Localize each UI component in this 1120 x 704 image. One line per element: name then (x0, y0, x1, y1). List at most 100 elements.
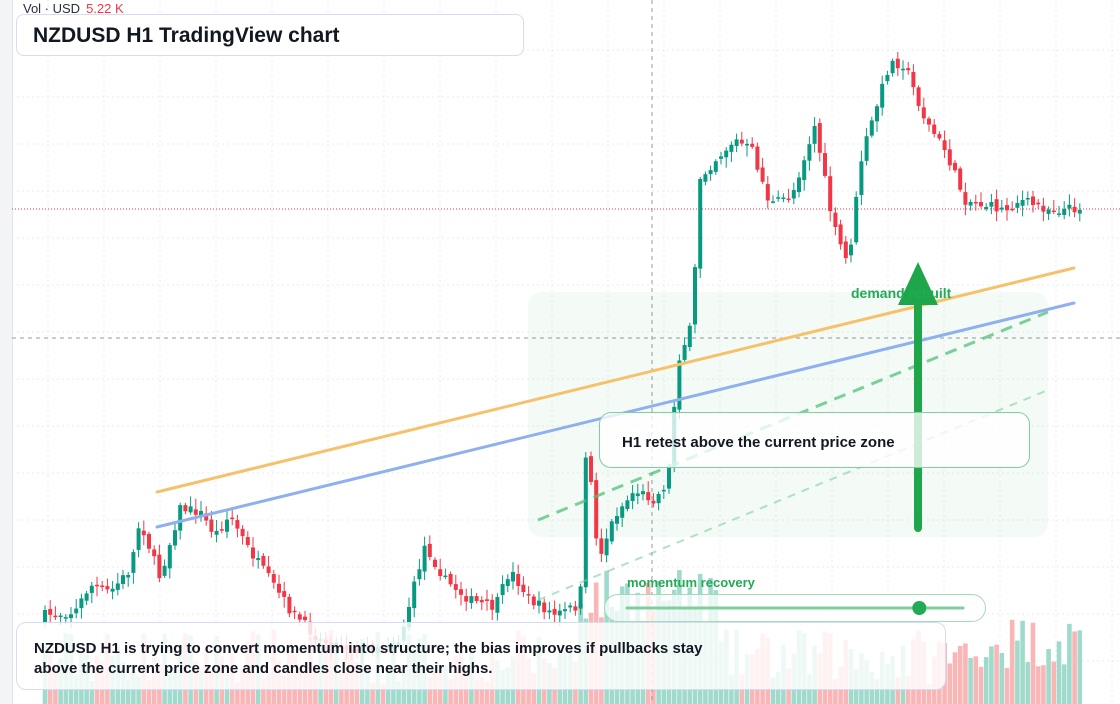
summary-card: NZDUSD H1 is trying to convert momentum … (16, 622, 946, 690)
candle-body (677, 360, 682, 410)
volume-bar (895, 677, 901, 704)
candle-body (469, 596, 474, 603)
candle-body (1062, 208, 1067, 215)
candle-body (79, 598, 84, 609)
volume-bar (484, 681, 490, 704)
candle-body (495, 597, 500, 613)
candle-body (817, 123, 822, 153)
candle-body (698, 179, 703, 269)
momentum-slider[interactable] (604, 594, 986, 622)
candle-body (157, 554, 162, 579)
candle-body (734, 139, 739, 146)
candle-body (100, 585, 105, 588)
candle-body (1020, 200, 1025, 206)
candle-body (895, 58, 900, 69)
candle-body (890, 60, 895, 74)
candle-body (48, 608, 53, 615)
momentum-slider-graphic (625, 601, 965, 615)
candle-body (453, 584, 458, 590)
candle-body (604, 538, 609, 556)
candle-body (750, 143, 755, 147)
candle-body (786, 198, 791, 201)
candle-body (225, 519, 229, 532)
candle-body (1046, 209, 1051, 214)
volume-bar (146, 679, 152, 704)
candle-body (266, 566, 271, 574)
candle-body (1077, 209, 1082, 214)
candle-body (89, 585, 94, 593)
momentum-label: momentum recovery (627, 575, 755, 590)
candle-body (131, 552, 136, 573)
candle-body (776, 197, 781, 199)
candle-body (110, 588, 115, 592)
candle-body (193, 509, 198, 515)
candle-body (126, 574, 131, 578)
volume-bar (1072, 631, 1077, 704)
candle-body (557, 610, 562, 616)
candle-body (105, 586, 110, 590)
candle-body (214, 530, 219, 535)
candle-body (43, 610, 47, 624)
volume-bar (89, 680, 95, 704)
candle-body (797, 177, 801, 193)
candle-body (448, 573, 453, 585)
retest-callout-text: H1 retest above the current price zone (622, 434, 895, 451)
candle-body (516, 573, 521, 586)
volume-bar (125, 679, 131, 704)
candle-body (204, 513, 209, 521)
candle-body (147, 533, 151, 549)
candle-body (635, 493, 640, 497)
volume-bar (474, 679, 479, 704)
candle-body (63, 617, 68, 619)
candle-body (625, 500, 630, 510)
candle-body (719, 156, 723, 159)
candle-body (438, 569, 443, 577)
candle-body (84, 593, 89, 601)
volume-bar (833, 679, 838, 704)
candle-body (630, 493, 635, 502)
volume-bar (770, 677, 776, 704)
candle-body (641, 491, 645, 495)
candle-body (791, 189, 796, 199)
candle-body (807, 144, 812, 161)
candle-body (573, 606, 578, 611)
volume-bar (1030, 622, 1036, 704)
candle-body (230, 517, 235, 520)
candle-body (589, 456, 593, 482)
candle-body (703, 174, 708, 182)
volume-legend-value: 5.22 K (86, 1, 124, 16)
candle-body (474, 596, 479, 601)
candle-body (583, 457, 588, 588)
volume-bar (448, 678, 453, 704)
channel-line-dashed-lower (537, 389, 1049, 601)
candle-body (427, 543, 432, 557)
candle-body (880, 83, 885, 108)
candle-body (141, 530, 146, 536)
volume-bar (1061, 664, 1067, 704)
candle-body (115, 583, 120, 590)
candle-body (173, 530, 177, 546)
candle-body (687, 325, 692, 348)
candle-body (656, 493, 661, 504)
volume-bar (261, 679, 266, 704)
candle-body (833, 212, 838, 227)
volume-bar (235, 682, 240, 704)
candle-body (984, 206, 989, 210)
candle-body (724, 150, 729, 158)
left-toolbar-strip (0, 0, 13, 704)
candle-body (95, 584, 99, 587)
candle-body (968, 201, 973, 206)
candle-body (563, 609, 567, 612)
candle-body (53, 615, 58, 618)
candle-body (178, 505, 183, 531)
candle-body (963, 192, 968, 205)
candle-body (901, 68, 905, 71)
candle-body (235, 520, 240, 529)
candle-body (885, 74, 890, 82)
volume-bar (1015, 640, 1020, 704)
candle-body (542, 602, 547, 613)
volume-bar (963, 643, 968, 704)
volume-bar (1009, 619, 1015, 704)
candle-body (209, 519, 214, 532)
